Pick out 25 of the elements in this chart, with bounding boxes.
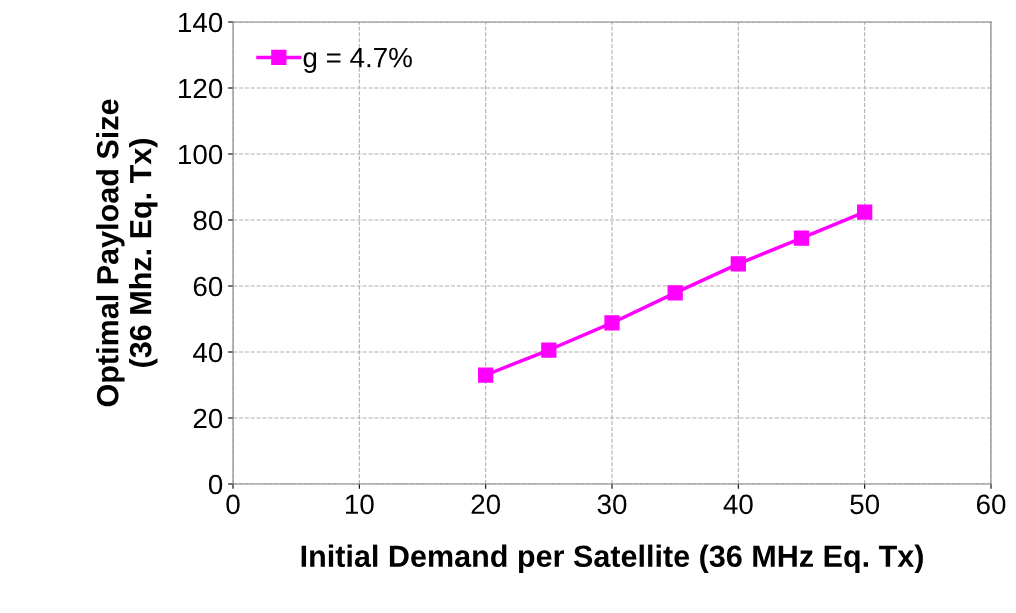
legend-label: g = 4.7% bbox=[303, 47, 412, 73]
y-tick-label: 20 bbox=[193, 408, 223, 429]
point bbox=[793, 230, 810, 246]
y-tick-label: 0 bbox=[208, 474, 223, 495]
point bbox=[604, 315, 620, 331]
y-tick-label: 100 bbox=[179, 144, 223, 165]
y-tick-label: 80 bbox=[193, 210, 223, 231]
point bbox=[730, 256, 746, 272]
y-axis-title: Optimal Payload Size (36 Mhz. Eq. Tx) bbox=[96, 99, 158, 407]
y-tick-label: 60 bbox=[193, 276, 223, 297]
point bbox=[478, 367, 494, 383]
x-tick-label: 0 bbox=[226, 494, 240, 515]
point bbox=[857, 204, 873, 220]
x-tick-label: 40 bbox=[723, 494, 753, 515]
x-tick-label: 20 bbox=[471, 494, 501, 515]
point bbox=[541, 342, 557, 358]
point bbox=[667, 285, 683, 301]
x-axis-title: Initial Demand per Satellite (36 MHz Eq. Tx) bbox=[301, 544, 923, 574]
x-tick-label: 30 bbox=[597, 494, 627, 515]
x-tick-label: 50 bbox=[850, 494, 880, 515]
y-tick-label: 120 bbox=[179, 78, 223, 99]
y-tick-label: 40 bbox=[193, 342, 223, 363]
x-tick-label: 60 bbox=[976, 494, 1006, 515]
x-tick-label: 10 bbox=[346, 494, 374, 515]
y-tick-label: 140 bbox=[179, 12, 223, 33]
